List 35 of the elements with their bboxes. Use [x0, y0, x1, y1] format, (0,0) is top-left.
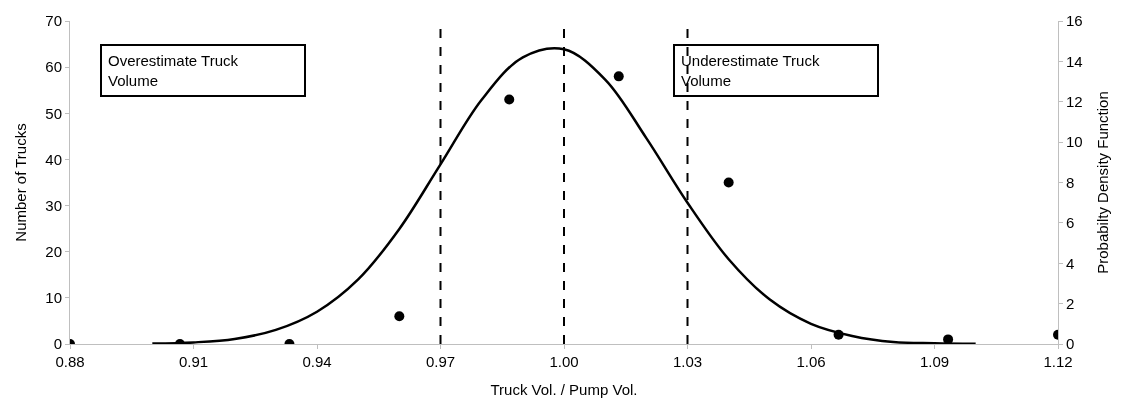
x-tick-label: 1.09 — [919, 353, 950, 370]
x-axis-title: Truck Vol. / Pump Vol. — [490, 381, 638, 398]
x-tick-label: 1.03 — [672, 353, 703, 370]
x-tick-label: 1.06 — [796, 353, 826, 370]
y2-axis-title: Probabilty Density Function — [1093, 91, 1111, 274]
annotation: Overestimate Truck Volume — [108, 52, 239, 89]
y2-tick-label: 14 — [1066, 52, 1083, 70]
y-tick-label: 70 — [45, 12, 62, 30]
y2-tick-label: 2 — [1066, 294, 1075, 312]
point — [504, 94, 515, 105]
y2-tick-label: 16 — [1066, 12, 1083, 30]
y2-tick-label: 12 — [1066, 93, 1083, 110]
x-tick-label: 0.94 — [302, 353, 332, 370]
point — [613, 71, 624, 82]
y2-tick-label: 8 — [1066, 173, 1075, 191]
y2-tick-label: 4 — [1066, 254, 1075, 272]
annotation: Underestimate Truck Volume — [681, 52, 820, 89]
y-tick-label: 40 — [45, 150, 62, 168]
y-tick-label: 30 — [45, 196, 62, 214]
x-tick-label: 0.91 — [178, 353, 209, 370]
x-tick-label: 0.88 — [55, 353, 85, 370]
y2-tick-label: 0 — [1066, 335, 1075, 353]
y-axis-title: Number of Trucks — [11, 123, 29, 242]
y-tick-label: 60 — [45, 58, 62, 76]
x-tick-label: 1.00 — [549, 353, 579, 370]
x-tick-label: 0.97 — [425, 353, 456, 370]
point — [394, 311, 405, 322]
x-tick-label: 1.12 — [1043, 353, 1073, 370]
y-tick-label: 50 — [45, 104, 62, 122]
y-tick-label: 20 — [45, 242, 62, 260]
y-tick-label: 0 — [53, 335, 62, 353]
y2-tick-label: 6 — [1066, 214, 1075, 232]
y2-tick-label: 10 — [1066, 133, 1083, 151]
y-tick-label: 10 — [45, 289, 62, 307]
point — [723, 177, 734, 188]
